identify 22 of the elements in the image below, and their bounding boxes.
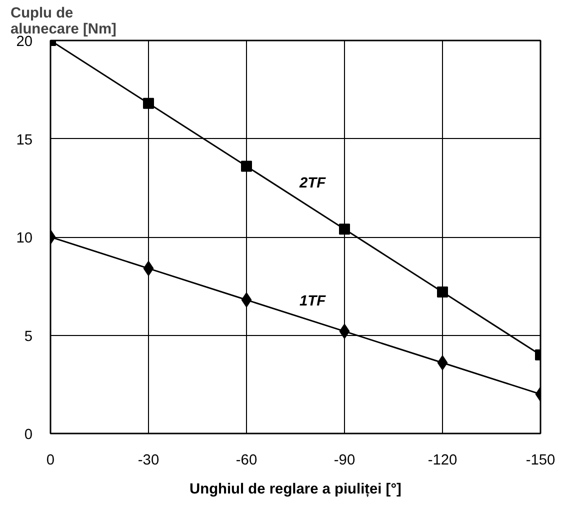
y-tick-label: 0 <box>24 427 33 443</box>
series-label: 2TF <box>298 176 327 192</box>
x-tick-label: 0 <box>46 452 55 468</box>
x-axis-title: Unghiul de reglare a piuliței [°] <box>190 482 402 498</box>
x-tick-label: -120 <box>428 452 458 468</box>
point <box>241 160 252 172</box>
point <box>241 292 252 308</box>
point <box>143 98 154 109</box>
point <box>339 224 350 235</box>
x-tick-label: -90 <box>334 452 356 468</box>
x-tick-label: -60 <box>236 452 258 468</box>
y-tick-label: 5 <box>24 328 33 345</box>
x-tick-label: -30 <box>138 452 160 468</box>
point <box>437 355 448 370</box>
point <box>339 324 350 339</box>
point <box>143 260 154 276</box>
y-tick-label: 10 <box>16 230 33 246</box>
x-tick-label: -150 <box>526 452 556 468</box>
point <box>437 286 448 298</box>
series-label: 1TF <box>300 294 327 310</box>
y-tick-label: 20 <box>16 34 33 50</box>
y-tick-label: 15 <box>16 132 33 148</box>
